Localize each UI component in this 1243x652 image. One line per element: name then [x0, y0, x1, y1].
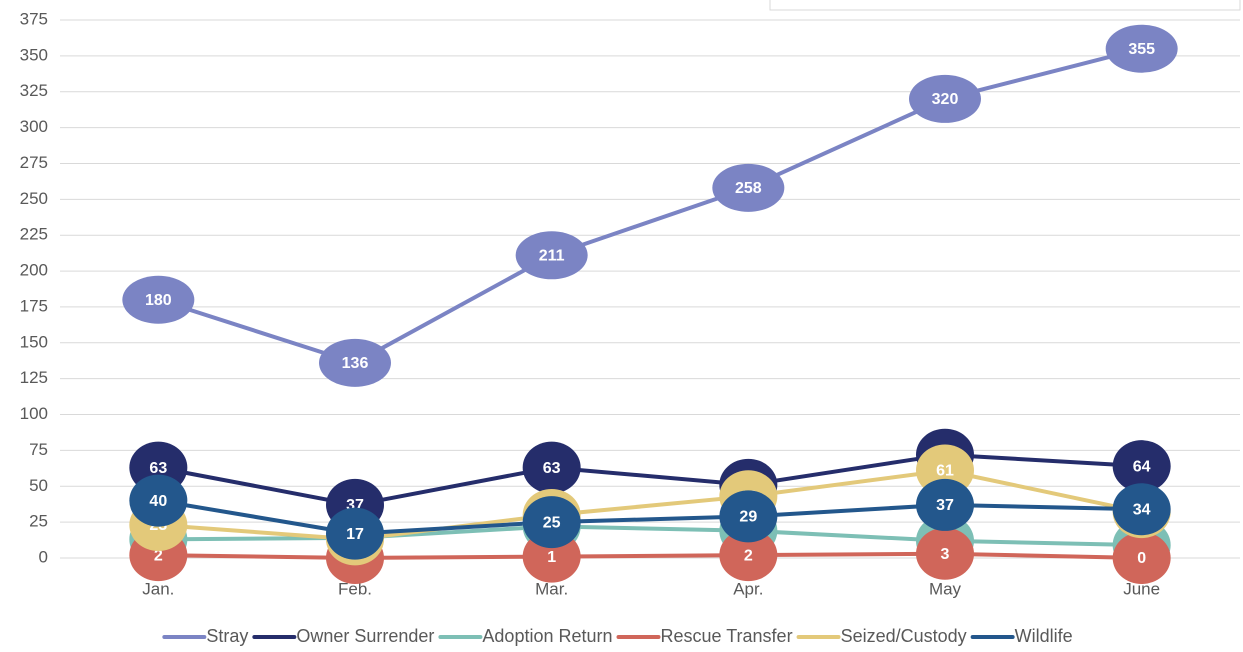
legend-label: Adoption Return [482, 626, 612, 646]
series-line [158, 498, 1142, 536]
x-tick-label: Mar. [535, 579, 568, 598]
data-label: 61 [936, 463, 954, 480]
legend-label: Seized/Custody [841, 626, 967, 646]
label-bubble [129, 474, 188, 527]
data-label: 355 [1128, 41, 1155, 58]
y-tick-label: 275 [20, 153, 48, 172]
y-tick-label: 200 [20, 261, 48, 280]
legend: Stray Owner Surrender Adoption Return Rescu… [162, 626, 1073, 646]
data-label: 25 [543, 514, 561, 531]
x-tick-label: May [929, 579, 962, 598]
y-tick-label: 50 [29, 476, 48, 495]
y-tick-label: 0 [39, 547, 48, 566]
legend-label: Owner Surrender [296, 626, 434, 646]
data-label: 320 [932, 91, 959, 108]
label-bubble [909, 74, 981, 123]
data-label: 3 [941, 546, 950, 563]
data-label: 0 [1137, 550, 1146, 567]
x-tick-label: Apr. [733, 579, 763, 598]
y-tick-label: 350 [20, 45, 48, 64]
panel-edge [769, 0, 1241, 11]
y-tick-label: 175 [20, 296, 48, 315]
legend-label: Wildlife [1015, 626, 1073, 646]
data-label: 37 [936, 497, 954, 514]
label-bubble [515, 231, 588, 280]
label-bubble [916, 527, 974, 580]
data-label: 63 [543, 460, 561, 477]
data-label: 180 [145, 292, 172, 309]
label-bubble [719, 529, 778, 582]
y-tick-label: 150 [20, 332, 48, 351]
label-bubble [712, 163, 785, 212]
data-label: 64 [1133, 458, 1151, 475]
x-tick-label: Jan. [142, 579, 174, 598]
x-tick-label: June [1123, 579, 1160, 598]
label-bubble [326, 507, 384, 560]
label-bubble [1112, 532, 1171, 584]
data-label: 258 [735, 180, 762, 197]
label-bubble [319, 338, 391, 387]
data-label: 136 [342, 355, 369, 372]
series-line [157, 46, 1143, 366]
label-bubble [522, 441, 581, 494]
y-tick-label: 75 [29, 440, 48, 459]
data-label: 2 [744, 547, 753, 564]
series-line [157, 452, 1142, 507]
label-bubble [122, 275, 195, 324]
label-bubble [1105, 24, 1178, 73]
label-bubble [1112, 440, 1171, 493]
y-tick-label: 225 [20, 225, 48, 244]
data-label: 1 [547, 549, 556, 566]
data-label: 2 [154, 547, 163, 564]
label-bubble [1112, 483, 1171, 536]
y-tick-label: 100 [20, 404, 48, 423]
series-line [158, 551, 1142, 561]
label-bubble [522, 496, 581, 549]
y-tick-label: 250 [20, 189, 48, 208]
legend-label: Stray [206, 626, 248, 646]
y-tick-label: 375 [20, 9, 48, 28]
data-label: 63 [149, 460, 167, 477]
legend-label: Rescue Transfer [661, 626, 793, 646]
y-tick-label: 300 [20, 117, 48, 136]
y-tick-label: 125 [20, 368, 48, 387]
data-label: 40 [149, 493, 167, 510]
data-label: 17 [346, 526, 364, 543]
x-tick-label: Feb. [338, 579, 372, 598]
y-tick-label: 25 [29, 512, 48, 531]
y-tick-label: 325 [20, 81, 48, 100]
series-line [158, 468, 1143, 542]
data-label: 34 [1133, 501, 1151, 518]
data-label: 29 [739, 509, 757, 526]
label-bubble [719, 490, 778, 543]
label-bubble [916, 478, 974, 531]
data-label: 211 [539, 248, 565, 265]
